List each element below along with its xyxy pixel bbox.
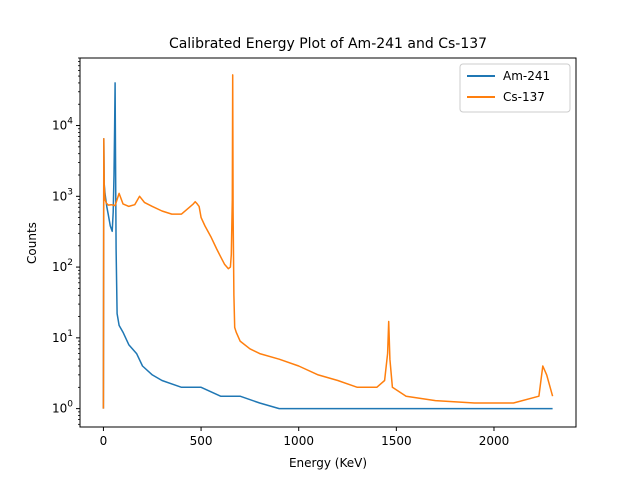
y-tick-label: 101 <box>52 329 73 345</box>
legend: Am-241 Cs-137 <box>459 63 571 113</box>
x-tick-label: 500 <box>190 434 213 448</box>
x-tick-label: 1000 <box>283 434 314 448</box>
x-tick-label: 2000 <box>479 434 510 448</box>
axes-frame <box>79 57 577 428</box>
series-layer <box>102 74 554 410</box>
legend-label-am-241: Am-241 <box>503 69 550 83</box>
legend-label-cs-137: Cs-137 <box>503 90 545 104</box>
chart-title: Calibrated Energy Plot of Am-241 and Cs-… <box>169 36 487 52</box>
x-axis-label: Energy (KeV) <box>289 456 367 470</box>
y-tick-label: 100 <box>52 400 73 416</box>
y-tick-label: 103 <box>52 187 73 203</box>
x-tick-label: 0 <box>100 434 108 448</box>
x-axis: 0 500 1000 1500 2000 <box>100 427 510 448</box>
y-axis-label: Counts <box>25 222 39 264</box>
y-axis: 100 101 102 103 104 <box>52 57 80 425</box>
plot-area <box>79 57 577 428</box>
y-tick-label: 102 <box>52 258 73 274</box>
y-tick-label: 104 <box>52 117 73 133</box>
series-line-cs-137 <box>102 74 554 409</box>
series-line-am-241 <box>102 82 553 410</box>
x-tick-label: 1500 <box>381 434 412 448</box>
